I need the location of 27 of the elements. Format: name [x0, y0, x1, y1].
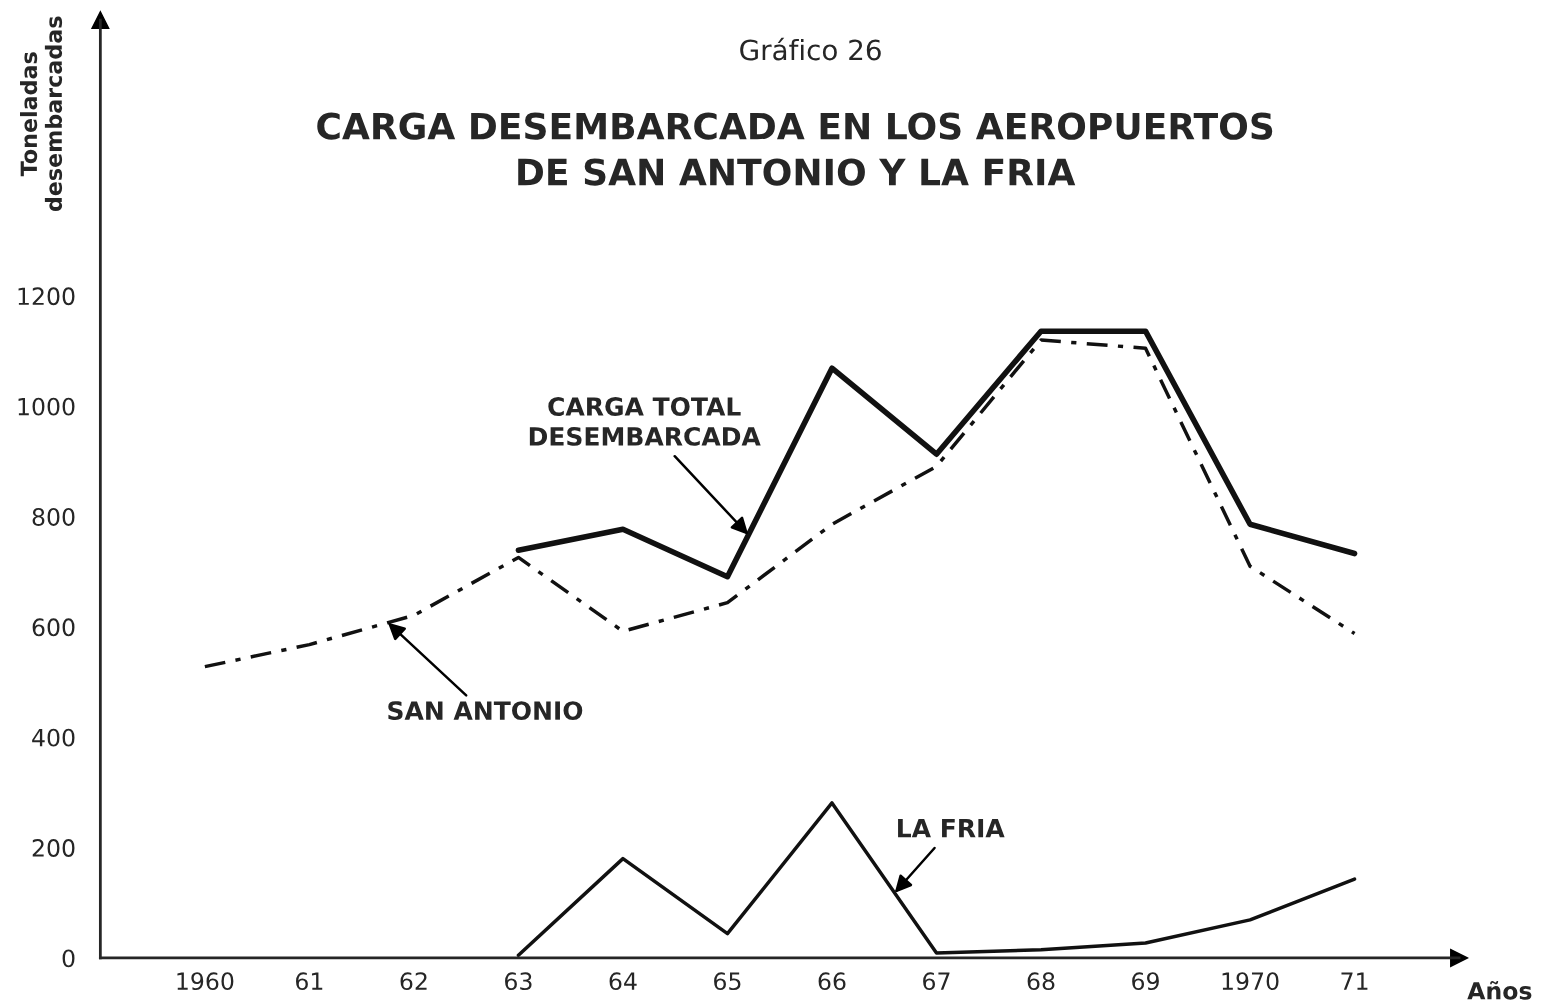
y-tick-label: 400	[32, 728, 75, 747]
x-tick-label: 66	[818, 972, 846, 991]
x-tick-label: 63	[505, 972, 532, 991]
y-axis-title: Toneladas desembarcadas	[20, 16, 63, 212]
y-tick-label: 800	[32, 508, 75, 526]
annotation: SAN ANTONIO	[388, 701, 583, 721]
annotation: LA FRIA	[898, 819, 1005, 838]
x-tick-label: 61	[296, 972, 323, 991]
x-tick-label: 62	[400, 972, 427, 991]
text: CARGA DESEMBARCADA EN LOS AEROPUERTOS DE SAN ANTONIO Y LA FRIA	[317, 112, 1273, 186]
x-tick-label: 65	[714, 972, 741, 991]
x-tick-label: 1960	[177, 972, 234, 991]
x-tick-label: 69	[1132, 972, 1159, 991]
y-tick-label: 1200	[18, 287, 75, 306]
annotation: CARGA TOTAL DESEMBARCADA	[529, 397, 761, 446]
line-series	[516, 801, 1357, 957]
y-tick-label: 0	[62, 949, 75, 968]
x-tick-label: 64	[609, 972, 637, 991]
text: Gráfico 26	[740, 37, 881, 61]
x-tick-label: 67	[923, 972, 950, 991]
y-tick-label: 600	[32, 618, 75, 637]
y-tick-label: 1000	[18, 397, 75, 416]
y-tick-label: 200	[32, 839, 75, 857]
x-axis-title: Años	[1467, 980, 1532, 1000]
x-tick-label: 68	[1027, 972, 1055, 991]
x-tick-label: 1970	[1222, 972, 1279, 991]
x-tick-label: 71	[1341, 972, 1368, 990]
